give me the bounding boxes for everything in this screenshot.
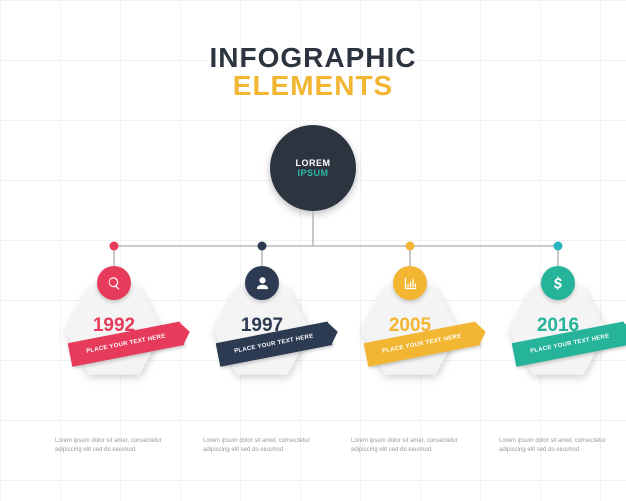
header: INFOGRAPHIC ELEMENTS [0, 0, 626, 102]
footer-caption: Lorem ipsum dolor sit amet, consectetur … [351, 437, 469, 455]
footer-caption: Lorem ipsum dolor sit amet, consectetur … [203, 437, 321, 455]
hexagon: 2005PLACE YOUR TEXT HERE [359, 285, 461, 377]
header-title-line2: ELEMENTS [0, 70, 626, 102]
center-text-line1: LOREM [296, 158, 331, 168]
timeline-node: 2016PLACE YOUR TEXT HERE [499, 285, 617, 377]
timeline-node: 1992PLACE YOUR TEXT HERE [55, 285, 173, 377]
footer-caption: Lorem ipsum dolor sit amet, consectetur … [499, 437, 617, 455]
dollar-icon [541, 266, 575, 300]
chart-icon [393, 266, 427, 300]
footer-caption: Lorem ipsum dolor sit amet, consectetur … [55, 437, 173, 455]
infographic-container: INFOGRAPHIC ELEMENTS LOREM IPSUM 1992PLA… [0, 0, 626, 501]
center-text-line2: IPSUM [297, 168, 328, 178]
hexagon: 1997PLACE YOUR TEXT HERE [211, 285, 313, 377]
search-icon [97, 266, 131, 300]
hexagon: 2016PLACE YOUR TEXT HERE [507, 285, 609, 377]
center-circle: LOREM IPSUM [270, 125, 356, 211]
timeline-node: 2005PLACE YOUR TEXT HERE [351, 285, 469, 377]
user-icon [245, 266, 279, 300]
timeline-nodes: 1992PLACE YOUR TEXT HERE 1997PLACE YOUR T… [0, 285, 626, 377]
hexagon: 1992PLACE YOUR TEXT HERE [63, 285, 165, 377]
footer-texts: Lorem ipsum dolor sit amet, consectetur … [0, 437, 626, 455]
timeline-node: 1997PLACE YOUR TEXT HERE [203, 285, 321, 377]
